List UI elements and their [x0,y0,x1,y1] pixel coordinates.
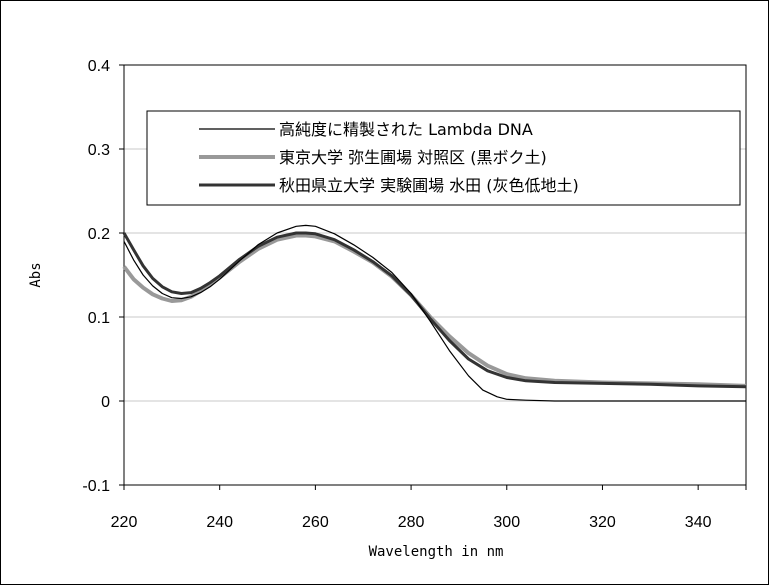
legend-label: 秋田県立大学 実験圃場 水田 (灰色低地土) [279,176,579,195]
y-tick-label: 0 [101,394,110,411]
y-tick-label: 0.2 [88,226,110,243]
series-line-0 [123,224,746,402]
series-line-1 [122,233,747,388]
y-tick-label: -0.1 [82,478,110,495]
y-axis-ticks: 0.4 0.3 0.2 0.1 0 -0.1 [82,58,124,495]
legend: 高純度に精製された Lambda DNA 東京大学 弥生圃場 対照区 (黒ボク土)… [146,110,741,206]
x-tick-label: 340 [685,514,712,531]
x-tick-label: 320 [589,514,616,531]
series-line-2 [122,231,747,389]
plot-area [123,64,747,486]
x-tick-label: 220 [111,514,138,531]
x-tick-label: 260 [302,514,329,531]
y-axis-label: Abs [28,262,44,287]
y-tick-label: 0.1 [88,310,110,327]
legend-label: 高純度に精製された Lambda DNA [279,120,533,139]
legend-label: 東京大学 弥生圃場 対照区 (黒ボク土) [279,148,547,167]
series-lines [122,224,747,402]
y-tick-label: 0.3 [88,142,110,159]
x-tick-label: 300 [493,514,520,531]
x-axis-label: Wavelength in nm [369,544,504,560]
x-tick-label: 240 [206,514,233,531]
x-axis-ticks: 220 240 260 280 300 320 340 [111,485,747,531]
y-tick-label: 0.4 [88,58,110,75]
x-tick-label: 280 [398,514,425,531]
